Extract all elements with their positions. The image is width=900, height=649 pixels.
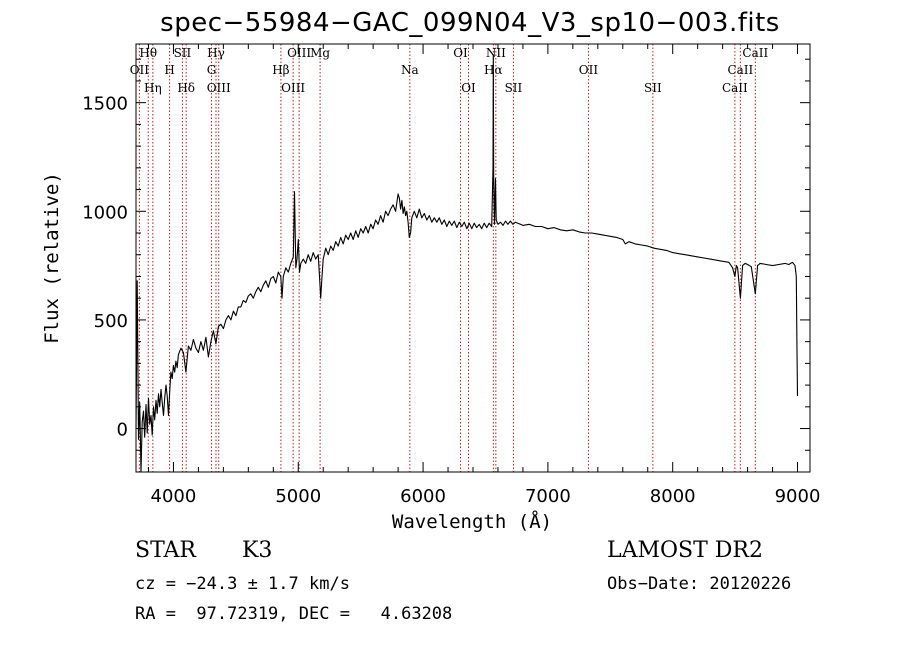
x-tick-label: 7000 bbox=[525, 486, 571, 507]
spectral-line-label: OII bbox=[130, 63, 150, 77]
x-tick-label: 6000 bbox=[400, 486, 446, 507]
spectral-line-label: CaII bbox=[722, 81, 748, 95]
plot-frame bbox=[135, 43, 811, 473]
spectral-line-label: OII bbox=[579, 63, 599, 77]
spectrum-series-layer bbox=[135, 54, 799, 473]
spectral-line-label: SII bbox=[174, 46, 192, 60]
x-tick-label: 4000 bbox=[151, 486, 197, 507]
spectral-line-label: Na bbox=[401, 63, 419, 77]
spectral-line-label: NII bbox=[486, 46, 506, 60]
object-class-label: STAR bbox=[135, 538, 196, 563]
y-tick-label: 1500 bbox=[82, 94, 128, 115]
spectral-line-label: SII bbox=[644, 81, 662, 95]
spectral-line-label: Hη bbox=[144, 81, 162, 95]
spectral-line-label: CaII bbox=[727, 63, 753, 77]
x-axis-title: Wavelength (Å) bbox=[392, 510, 552, 533]
spectral-line-label: CaII bbox=[742, 46, 768, 60]
line-labels-layer: HθOIIHηSIIHHδHγGOIIIOIIIHβOIIIMgNaOIOIHα… bbox=[130, 46, 769, 95]
redshift-text: cz = −24.3 ± 1.7 km/s bbox=[135, 574, 350, 594]
y-tick-label: 0 bbox=[117, 420, 128, 441]
spectral-line-label: SII bbox=[505, 81, 523, 95]
spectrum-line bbox=[135, 54, 799, 473]
coordinates-text: RA = 97.72319, DEC = 4.63208 bbox=[135, 604, 453, 624]
spectral-line-label: OIII bbox=[287, 46, 311, 60]
spectral-line-label: Hβ bbox=[272, 63, 289, 77]
spectral-line-label: Hγ bbox=[207, 46, 225, 60]
spectral-lines-layer bbox=[138, 44, 756, 472]
spectral-line-label: Hθ bbox=[139, 46, 157, 60]
spectral-line-label: Hα bbox=[484, 63, 503, 77]
spectral-line-label: H bbox=[164, 63, 174, 77]
plot-frame-layer: 4000 5000 6000 7000 8000 9000 0 500 1000 1500 bbox=[82, 43, 821, 507]
spectral-line-label: G bbox=[207, 63, 217, 77]
y-tick-label: 1000 bbox=[82, 202, 128, 223]
chart-title: spec−55984−GAC_099N04_V3_sp10−003.fits bbox=[160, 8, 780, 38]
y-tick-label: 500 bbox=[94, 311, 128, 332]
y-axis-title: Flux (relative) bbox=[41, 172, 63, 344]
spectral-line-label: Mg bbox=[310, 46, 330, 60]
spectral-line-label: OIII bbox=[207, 81, 231, 95]
spectral-line-label: OIII bbox=[281, 81, 305, 95]
object-subclass-label: K3 bbox=[242, 538, 273, 563]
obs-date-text: Obs−Date: 20120226 bbox=[607, 574, 792, 594]
spectral-line-label: OI bbox=[453, 46, 468, 60]
spectral-line-label: Hδ bbox=[177, 81, 195, 95]
x-tick-label: 8000 bbox=[650, 486, 696, 507]
survey-label: LAMOST DR2 bbox=[607, 538, 763, 563]
x-tick-label: 9000 bbox=[775, 486, 821, 507]
x-tick-label: 5000 bbox=[275, 486, 321, 507]
spectral-line-label: OI bbox=[461, 81, 476, 95]
